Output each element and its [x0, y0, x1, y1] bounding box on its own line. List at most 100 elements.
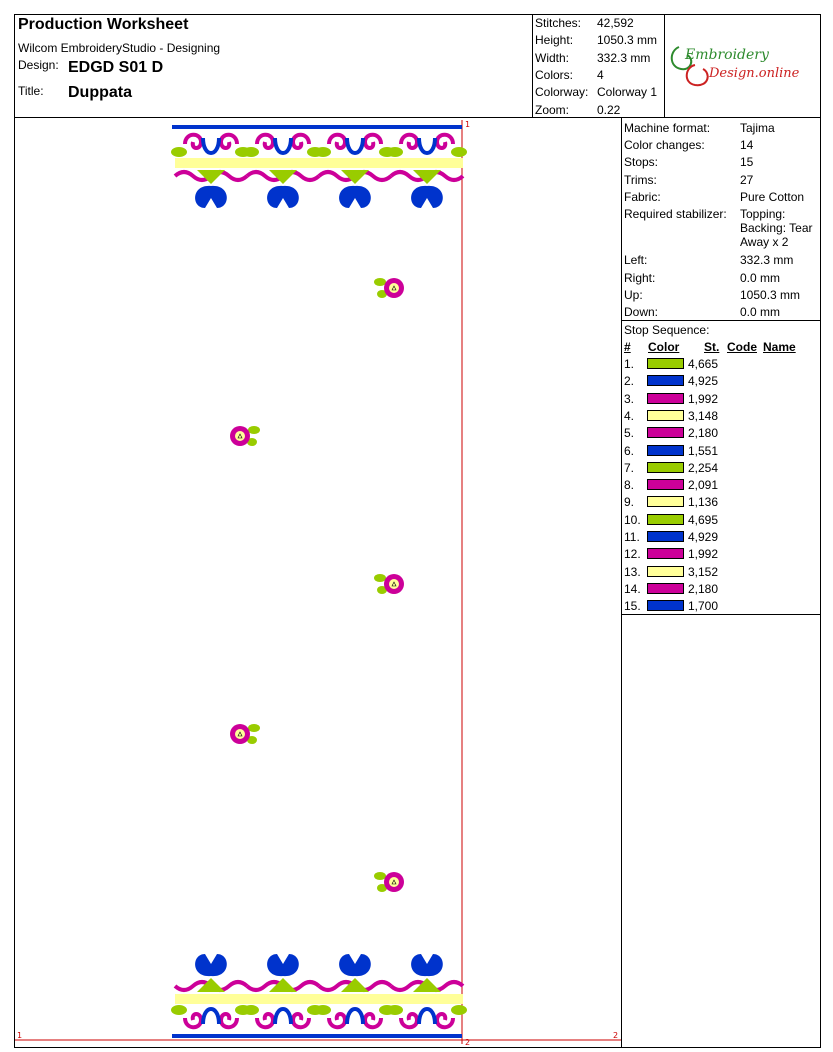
flower-marker	[391, 285, 397, 291]
flower-leaf	[247, 438, 257, 446]
flower-leaf	[374, 574, 386, 582]
motif-band	[175, 158, 247, 168]
sequence-stitches: 2,180	[688, 581, 719, 596]
machine-divider	[621, 320, 820, 321]
sequence-number: 13.	[624, 564, 641, 579]
color-swatch	[647, 600, 684, 612]
stat-value: 1050.3 mm	[597, 33, 658, 47]
motif-leaf	[315, 147, 331, 157]
sequence-stitches: 1,136	[688, 495, 719, 510]
motif-fan	[267, 185, 299, 208]
sequence-stitches: 4,695	[688, 512, 719, 527]
machine-label: Required stabilizer:	[624, 207, 727, 221]
sequence-stitches: 4,665	[688, 357, 719, 371]
sequence-number: 7.	[624, 460, 635, 475]
motif-scroll	[218, 132, 239, 150]
motif-center	[201, 1007, 221, 1025]
flower-leaf	[248, 426, 260, 434]
flower-marker	[237, 433, 243, 439]
stat-value: 4	[597, 68, 604, 82]
stat-label: Stitches:	[535, 16, 582, 30]
motif-fan	[411, 185, 443, 208]
color-swatch	[647, 358, 684, 369]
title-value: Duppata	[68, 84, 132, 101]
motif-leaf	[315, 1005, 331, 1015]
machine-value: 1050.3 mm	[740, 288, 801, 302]
machine-value: Backing: Tear	[740, 221, 813, 235]
flower-marker	[391, 581, 397, 587]
brand-logo: Embroidery Design.online	[670, 46, 800, 87]
color-swatch	[647, 531, 684, 542]
color-swatch	[647, 392, 684, 404]
machine-value: 0.0 mm	[740, 305, 781, 319]
bottom-border	[14, 1047, 820, 1048]
color-swatch	[647, 513, 684, 525]
marker-two-right: 2	[613, 1031, 618, 1040]
motif-leaf	[451, 1005, 467, 1015]
machine-label: Down:	[624, 305, 659, 319]
flower-center	[235, 729, 245, 739]
flower-leaf	[248, 724, 260, 732]
logo-line1: Embroidery	[684, 47, 770, 63]
column-code: Code	[727, 340, 757, 354]
motif-scroll	[255, 132, 276, 150]
column-name: Name	[763, 340, 796, 354]
flower-center	[235, 431, 245, 441]
machine-label: Right:	[624, 271, 656, 285]
motif-band	[247, 158, 319, 168]
machine-label: Stops:	[624, 155, 659, 169]
machine-label: Trims:	[624, 173, 657, 187]
motif-fan	[411, 954, 443, 977]
stat-label: Width:	[535, 51, 570, 65]
sequence-number: 11.	[624, 530, 640, 544]
machine-value: Tajima	[740, 121, 775, 135]
motif-scroll	[290, 132, 311, 150]
column-color: Color	[648, 340, 680, 354]
stat-value: 332.3 mm	[597, 51, 651, 65]
motif-leaf	[243, 1005, 259, 1015]
sequence-number: 15.	[624, 599, 641, 614]
motif-center	[417, 1007, 437, 1025]
motif-band	[247, 994, 319, 1004]
motif-fan	[195, 185, 227, 208]
flower-marker	[237, 731, 243, 737]
sequence-number: 1.	[624, 357, 635, 371]
motif-scroll	[218, 1012, 239, 1030]
machine-value: Away x 2	[740, 235, 789, 249]
flower-leaf	[374, 278, 386, 286]
software-name: Wilcom EmbroideryStudio - Designing	[18, 41, 221, 55]
sequence-number: 12.	[624, 547, 641, 562]
stop-sequence-heading: Stop Sequence:	[624, 323, 710, 337]
motif-leaf	[387, 1005, 403, 1015]
flower-leaf	[377, 884, 387, 892]
motif-fan	[339, 954, 371, 977]
stat-value: Colorway 1	[597, 85, 658, 99]
motif-fan	[339, 185, 371, 208]
machine-value: 0.0 mm	[740, 271, 781, 285]
motif-scroll	[399, 1012, 420, 1030]
design-label: Design:	[18, 58, 59, 72]
motif-leaf	[171, 1005, 187, 1015]
motif-petal	[197, 170, 225, 184]
sequence-number: 8.	[624, 478, 635, 493]
color-swatch	[647, 444, 684, 456]
title-label: Title:	[18, 84, 44, 98]
stat-label: Height:	[535, 33, 574, 47]
motif-scroll	[362, 132, 383, 150]
motif-leaf	[171, 147, 187, 157]
flower-leaf	[377, 290, 387, 298]
color-swatch	[647, 582, 684, 594]
motif-fan	[195, 954, 227, 977]
motif-petal	[413, 978, 441, 992]
color-swatch	[647, 548, 684, 560]
marker-one-left: 1	[17, 1031, 22, 1040]
motif-scroll	[183, 132, 204, 150]
stat-value: 0.22	[597, 103, 621, 117]
sequence-stitches: 2,180	[688, 426, 719, 441]
flower-center	[389, 579, 399, 589]
machine-value: 332.3 mm	[740, 253, 794, 267]
worksheet-title: Production Worksheet	[18, 16, 189, 33]
motif-center	[417, 137, 437, 155]
machine-label: Color changes:	[624, 138, 705, 152]
motif-fan	[267, 954, 299, 977]
